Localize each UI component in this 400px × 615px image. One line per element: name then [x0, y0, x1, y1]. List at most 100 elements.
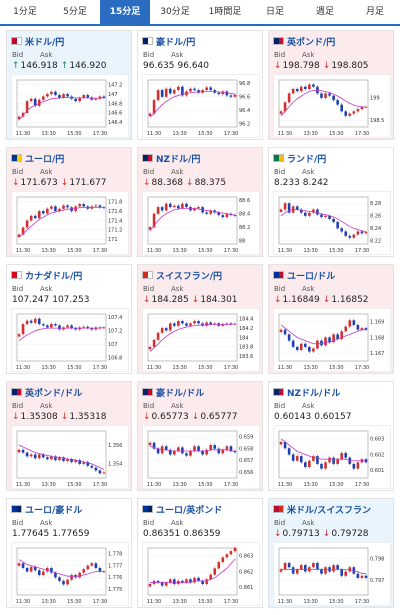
candle-body: [168, 579, 172, 583]
bid-label: Bid: [274, 51, 286, 59]
candle-body: [308, 84, 311, 89]
y-tick-label: 88.6: [239, 198, 250, 204]
pair-name[interactable]: 豪ドル/円: [156, 37, 196, 48]
candle-body: [352, 111, 356, 114]
candle-body: [279, 329, 283, 333]
tab-3[interactable]: 30分足: [150, 0, 200, 24]
price-chart[interactable]: 147.2 147 146.8 146.6 146.4 11:30 13:30 15:30 17…: [11, 74, 129, 138]
currency-card[interactable]: ユーロ/豪ドル Bid Ask 1.77645 1.77659 1.778 1.777 1.7…: [6, 498, 132, 608]
price-chart[interactable]: 1.778 1.777 1.776 1.775 11:30 13:30 15:30 17:30: [11, 542, 129, 606]
candle-body: [217, 448, 221, 454]
y-tick-label: 1.356: [108, 443, 122, 449]
candle-body: [54, 456, 57, 461]
x-tick-label: 17:30: [93, 365, 107, 371]
tab-6[interactable]: 週足: [300, 0, 350, 24]
moving-average-line: [18, 559, 104, 577]
ask-wrap: ↓0.65777: [192, 412, 238, 422]
bid-label: Bid: [143, 519, 155, 527]
quote-values: ↓88.368 ↓88.375: [143, 178, 226, 188]
arrow-down-icon: ↓: [143, 412, 151, 422]
tab-0[interactable]: 1分足: [0, 0, 50, 24]
currency-card[interactable]: ユーロ/英ポンド Bid Ask 0.86351 0.86359 0.863 0.862 0.…: [137, 498, 263, 608]
currency-card[interactable]: 豪ドル/ドル Bid Ask ↓0.65773 ↓0.65777 0.659 0.658 0.…: [137, 381, 263, 491]
candle-body: [164, 203, 168, 211]
currency-card[interactable]: 英ポンド/ドル Bid Ask ↓1.35308 ↓1.35318 1.356 1.354 1…: [6, 381, 132, 491]
currency-card[interactable]: カナダドル/円 Bid Ask 107.247 107.253 107.4 107.2 107…: [6, 264, 132, 374]
flag-icon: [11, 271, 22, 279]
tab-1[interactable]: 5分足: [50, 0, 100, 24]
price-chart[interactable]: 107.4 107.2 107 106.8 11:30 13:30 15:30 17:30: [11, 308, 129, 372]
y-tick-label: 8.24: [370, 226, 381, 232]
pair-name[interactable]: スイスフラン/円: [156, 271, 223, 282]
bid-value: 184.285: [151, 295, 189, 305]
x-tick-label: 15:30: [67, 482, 81, 488]
arrow-down-icon: ↓: [12, 412, 20, 422]
currency-card[interactable]: 米ドル/スイスフラン Bid Ask ↓0.79713 ↓0.79728 0.798 0.7…: [268, 498, 394, 608]
candle-body: [283, 203, 287, 210]
candle-body: [164, 88, 168, 97]
tab-7[interactable]: 月足: [350, 0, 400, 24]
pair-name[interactable]: 英ポンド/円: [287, 37, 336, 48]
chart-svg: 0.603 0.602 0.601 11:30 13:30 15:30 17:30: [278, 430, 384, 488]
currency-card[interactable]: NZドル/円 Bid Ask ↓88.368 ↓88.375 88.6 88.4 88.2 88…: [137, 147, 263, 257]
pair-name[interactable]: 米ドル/円: [25, 37, 65, 48]
candle-body: [152, 339, 156, 347]
card-title: 米ドル/円: [11, 35, 65, 48]
pair-name[interactable]: ユーロ/豪ドル: [25, 505, 83, 516]
price-chart[interactable]: 8.28 8.26 8.24 8.22 11:30 13:30 15:30 17:30: [273, 191, 391, 255]
pair-name[interactable]: ユーロ/英ポンド: [156, 505, 223, 516]
candle-body: [66, 325, 69, 328]
tab-2[interactable]: 15分足: [100, 0, 150, 24]
price-chart[interactable]: 0.798 0.797 11:30 13:30 15:30 17:30: [273, 542, 391, 606]
plot-frame: [16, 547, 107, 596]
y-tick-label: 96.8: [239, 81, 250, 87]
pair-name[interactable]: NZドル/円: [156, 154, 201, 165]
x-tick-label: 15:30: [198, 482, 212, 488]
quote-values: ↓198.798 ↓198.805: [274, 61, 369, 71]
pair-name[interactable]: ユーロ/ドル: [287, 271, 336, 282]
currency-card[interactable]: NZドル/ドル Bid Ask 0.60143 0.60157 0.603 0.602 0.6…: [268, 381, 394, 491]
pair-name[interactable]: 英ポンド/ドル: [25, 388, 83, 399]
price-chart[interactable]: 199 198.5 11:30 13:30 15:30 17:30: [273, 74, 391, 138]
price-chart[interactable]: 0.863 0.862 0.861 11:30 13:30 15:30 17:30: [142, 542, 260, 606]
currency-card[interactable]: 米ドル/円 Bid Ask ↑146.918 ↑146.920 147.2 147 146.8…: [6, 30, 132, 140]
price-chart[interactable]: 1.356 1.354 11:30 13:30 15:30 17:30: [11, 425, 129, 489]
moving-average-line: [149, 91, 236, 118]
candle-body: [177, 447, 180, 451]
price-chart[interactable]: 1.169 1.168 1.167 11:30 13:30 15:30 17:30: [273, 308, 391, 372]
price-chart[interactable]: 184.4 184.2 184 183.8 183.6 11:30 13:30 15:30 17…: [142, 308, 260, 372]
candle-body: [356, 109, 360, 112]
price-chart[interactable]: 88.6 88.4 88.2 88 11:30 13:30 15:30 17:30: [142, 191, 260, 255]
tab-5[interactable]: 日足: [250, 0, 300, 24]
candle-body: [185, 579, 188, 583]
pair-name[interactable]: 豪ドル/ドル: [156, 388, 205, 399]
candle-body: [283, 329, 287, 335]
candle-body: [42, 324, 45, 326]
currency-card[interactable]: ランド/円 Bid Ask 8.233 8.242 8.28 8.26 8.24 8.22 11:…: [268, 147, 394, 257]
currency-card[interactable]: 英ポンド/円 Bid Ask ↓198.798 ↓198.805 199 198.5 11:3…: [268, 30, 394, 140]
candle-body: [37, 211, 41, 219]
plot-frame: [147, 430, 238, 479]
x-tick-label: 17:30: [355, 482, 369, 488]
candle-body: [46, 325, 49, 328]
moving-average-line: [149, 445, 235, 452]
pair-name[interactable]: 米ドル/スイスフラン: [287, 505, 372, 516]
plot-frame: [278, 79, 369, 128]
currency-card[interactable]: 豪ドル/円 Bid Ask 96.635 96.640 96.8 96.6 96.4 96.2 1…: [137, 30, 263, 140]
pair-name[interactable]: ランド/円: [287, 154, 327, 165]
price-chart[interactable]: 96.8 96.6 96.4 96.2 11:30 13:30 15:30 17:30: [142, 74, 260, 138]
tab-4[interactable]: 1時間足: [200, 0, 250, 24]
x-tick-label: 11:30: [147, 131, 161, 137]
pair-name[interactable]: NZドル/ドル: [287, 388, 341, 399]
pair-name[interactable]: カナダドル/円: [25, 271, 83, 282]
candle-body: [25, 567, 29, 572]
currency-card[interactable]: スイスフラン/円 Bid Ask ↓184.285 ↓184.301 184.4 184.2…: [137, 264, 263, 374]
currency-card[interactable]: ユーロ/円 Bid Ask ↓171.673 ↓171.677 171.8 171.6 171…: [6, 147, 132, 257]
pair-name[interactable]: ユーロ/円: [25, 154, 65, 165]
price-chart[interactable]: 0.659 0.658 0.657 0.656 11:30 13:30 15:30 17:30: [142, 425, 260, 489]
candle-body: [21, 449, 25, 453]
price-chart[interactable]: 0.603 0.602 0.601 11:30 13:30 15:30 17:30: [273, 425, 391, 489]
candle-body: [287, 562, 291, 568]
price-chart[interactable]: 171.8 171.6 171.4 171.2 171 11:30 13:30 15:30 17…: [11, 191, 129, 255]
currency-card[interactable]: ユーロ/ドル Bid Ask ↓1.16849 ↓1.16852 1.169 1.168 1.…: [268, 264, 394, 374]
